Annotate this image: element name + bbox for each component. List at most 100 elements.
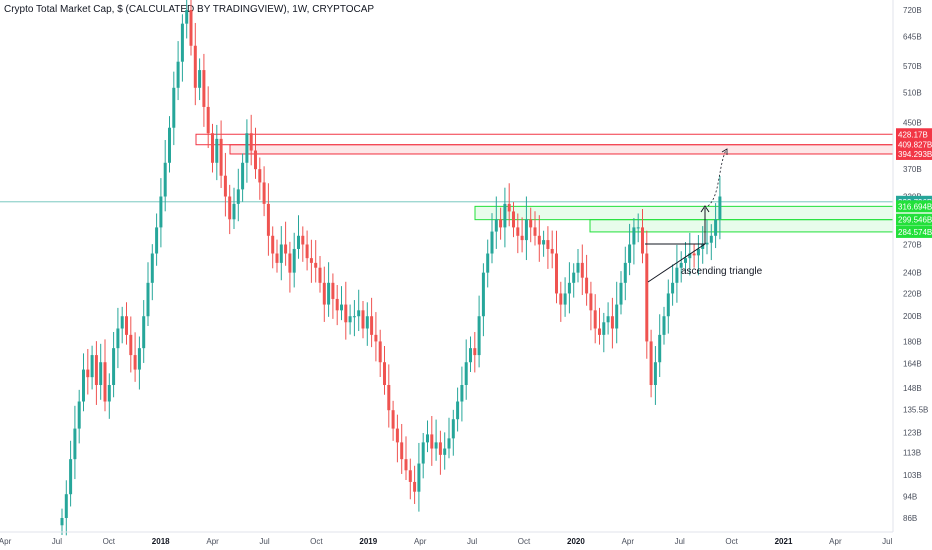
candle-body bbox=[589, 293, 593, 311]
candle bbox=[275, 239, 279, 273]
candle bbox=[404, 436, 408, 481]
price-axis[interactable]: 86B 94B 103B 113B 123B 135.5B 148B 164B 180B 200B… bbox=[903, 6, 928, 523]
candle bbox=[714, 203, 718, 249]
candle-body bbox=[348, 316, 352, 323]
candle-body bbox=[469, 348, 472, 363]
candle bbox=[344, 281, 348, 340]
ascending-triangle-label: ascending triangle bbox=[681, 266, 763, 277]
candle-body bbox=[546, 240, 550, 249]
candle-body bbox=[378, 341, 382, 363]
candle-body bbox=[211, 133, 214, 163]
candle bbox=[593, 294, 597, 344]
candle bbox=[692, 244, 696, 268]
candle bbox=[82, 353, 85, 412]
candle-body bbox=[90, 355, 94, 378]
candle bbox=[589, 281, 593, 331]
candle bbox=[426, 420, 429, 453]
candle bbox=[258, 157, 262, 200]
price-tag: 409.827B bbox=[896, 138, 932, 151]
candle bbox=[378, 329, 382, 378]
candle-body bbox=[572, 272, 576, 283]
candle-body bbox=[649, 341, 653, 386]
candle-body bbox=[662, 316, 666, 335]
candle bbox=[542, 230, 546, 257]
time-tick-label: Apr bbox=[206, 537, 219, 546]
resistance-zone-upper bbox=[195, 133, 894, 146]
candle bbox=[641, 209, 644, 264]
price-tick-label: 370B bbox=[903, 165, 922, 174]
candle-body bbox=[370, 316, 374, 335]
price-tick-label: 94B bbox=[903, 493, 917, 502]
time-axis[interactable]: Apr Jul Oct 2018 Apr Jul Oct 2019 Apr Jul Oct 2020 A… bbox=[0, 537, 893, 546]
candle bbox=[370, 297, 374, 348]
candle-body bbox=[262, 182, 266, 204]
candle-body bbox=[64, 494, 68, 518]
candle bbox=[288, 241, 292, 293]
candle bbox=[469, 336, 472, 372]
candle-body bbox=[241, 162, 245, 190]
time-tick-label: 2020 bbox=[567, 537, 585, 546]
drawings: ascending triangle bbox=[645, 148, 763, 283]
candle-body bbox=[606, 316, 610, 323]
candle-body bbox=[215, 138, 219, 163]
candle bbox=[64, 480, 68, 536]
candle-body bbox=[142, 316, 146, 349]
candle-body bbox=[434, 442, 438, 449]
candle-body bbox=[112, 348, 116, 386]
price-tick-label: 113B bbox=[903, 449, 921, 458]
candle-body bbox=[107, 385, 111, 402]
candle bbox=[645, 230, 649, 359]
candle-body bbox=[137, 348, 141, 370]
candle-body bbox=[529, 219, 533, 228]
price-tag-box bbox=[896, 200, 932, 213]
candle-body bbox=[718, 196, 722, 220]
candle-body bbox=[133, 355, 137, 370]
candle-body bbox=[86, 369, 90, 378]
candle bbox=[529, 207, 533, 243]
price-tag-label: 428.17B bbox=[898, 130, 928, 139]
candle bbox=[598, 307, 601, 345]
candle-body bbox=[559, 293, 563, 305]
candle bbox=[168, 116, 171, 173]
candle bbox=[352, 300, 356, 337]
candle bbox=[550, 230, 554, 269]
price-tick-label: 164B bbox=[903, 360, 922, 369]
candle-body bbox=[185, 10, 189, 24]
candle-body bbox=[314, 262, 318, 268]
candle bbox=[86, 348, 90, 395]
price-tick-label: 450B bbox=[903, 118, 922, 127]
candle bbox=[572, 263, 576, 298]
time-tick-label: Apr bbox=[0, 537, 12, 546]
candle bbox=[563, 277, 567, 317]
candle-body bbox=[129, 334, 133, 356]
price-tag-label: 284.574B bbox=[898, 228, 932, 237]
candle-body bbox=[636, 227, 640, 229]
candle-body bbox=[714, 219, 718, 236]
candle-body bbox=[301, 235, 305, 245]
time-tick-label: 2021 bbox=[775, 537, 793, 546]
candle-body bbox=[198, 70, 202, 88]
candle-body bbox=[413, 481, 417, 492]
candle-body bbox=[593, 310, 597, 329]
candle-body bbox=[709, 235, 713, 243]
price-tag-label: 409.827B bbox=[898, 141, 932, 150]
candle bbox=[159, 178, 163, 248]
candle bbox=[129, 316, 133, 373]
price-tag: 284.574B bbox=[896, 225, 932, 238]
candle-body bbox=[219, 138, 223, 176]
candle bbox=[374, 312, 378, 362]
candle bbox=[77, 389, 81, 444]
candle bbox=[567, 262, 571, 314]
candle bbox=[546, 226, 550, 269]
candle bbox=[340, 286, 343, 321]
candle bbox=[146, 262, 150, 326]
candle-body bbox=[275, 253, 279, 263]
price-tag-box bbox=[896, 147, 932, 160]
projection-path bbox=[707, 149, 727, 207]
time-tick-label: 2019 bbox=[359, 537, 377, 546]
candle bbox=[438, 430, 442, 475]
candle bbox=[533, 211, 537, 246]
candle bbox=[649, 329, 653, 398]
candle-body bbox=[383, 362, 386, 386]
candle bbox=[473, 331, 477, 373]
